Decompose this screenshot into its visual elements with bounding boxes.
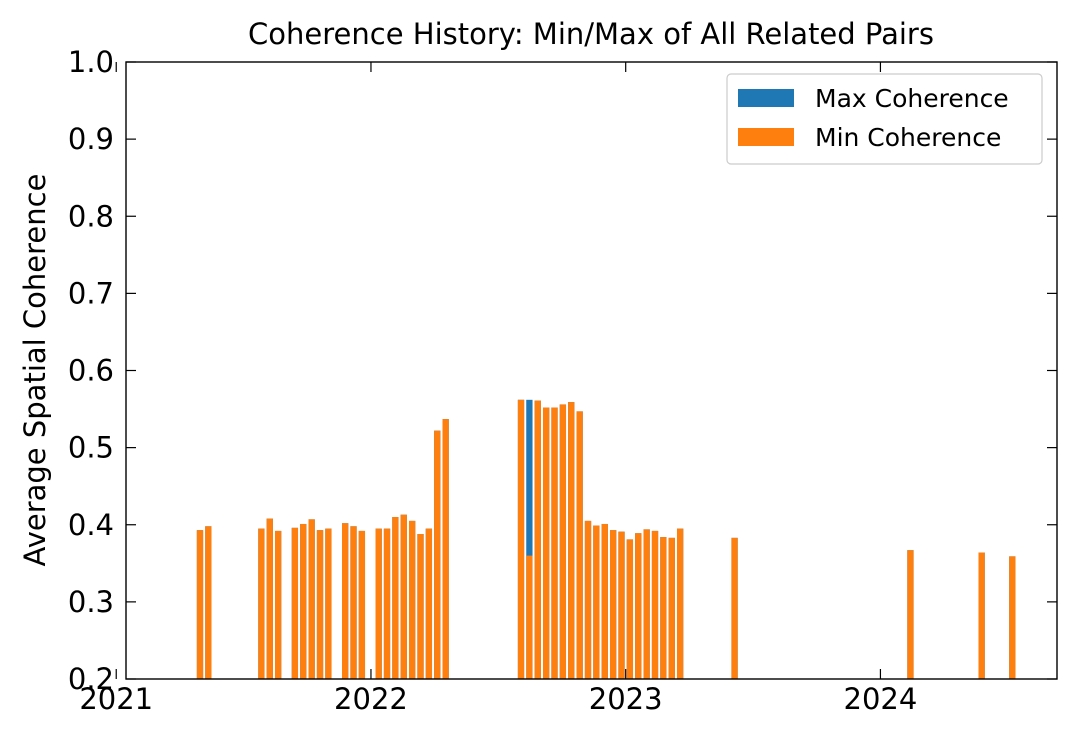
plot-frame [125, 61, 1058, 680]
min-coherence-bar [196, 530, 204, 679]
y-tick-label: 0.2 [68, 662, 114, 696]
min-coherence-bar [618, 531, 625, 679]
min-coherence-bar [258, 528, 265, 679]
y-tick-label: 0.8 [68, 199, 114, 233]
min-coherence-bar [517, 399, 525, 679]
legend-box [726, 73, 1043, 165]
min-coherence-bar [425, 528, 433, 679]
chart-title: Coherence History: Min/Max of All Relate… [248, 17, 934, 51]
y-tick-label: 0.6 [68, 354, 114, 388]
min-coherence-bar [275, 530, 282, 679]
x-tick-label: 2023 [589, 682, 663, 716]
min-coherence-bar [266, 518, 273, 679]
min-coherence-bar [342, 523, 349, 679]
min-coherence-bar [358, 530, 366, 679]
min-coherence-bar [651, 530, 659, 679]
y-tick-label: 0.9 [68, 122, 114, 156]
min-coherence-bar [593, 525, 600, 679]
min-coherence-bar [308, 519, 315, 679]
legend: Max Coherence Min Coherence [726, 73, 1043, 165]
y-tick-label: 0.4 [68, 508, 114, 542]
min-coherence-bar [392, 517, 399, 679]
y-tick-label: 0.3 [68, 585, 114, 619]
min-coherence-bar [676, 528, 684, 679]
legend-label-min: Min Coherence [815, 123, 1001, 152]
ticks-group: 0.2 0.3 0.4 0.5 0.6 0.7 0.8 0.9 1.0 2021 2022 2023 2… [68, 45, 1057, 716]
min-coherence-bar [584, 520, 592, 679]
min-coherence-bar [731, 537, 738, 679]
min-coherence-bar [609, 530, 617, 679]
bars-group [196, 399, 1016, 679]
min-coherence-bar [409, 520, 416, 679]
min-coherence-bar [559, 404, 567, 679]
legend-label-max: Max Coherence [815, 84, 1009, 113]
min-coherence-bar [543, 407, 550, 679]
min-coherence-bar [383, 528, 391, 679]
legend-swatch-min [738, 128, 794, 146]
min-coherence-bar [350, 526, 357, 679]
max-coherence-bar [526, 399, 533, 679]
y-tick-label: 0.7 [68, 276, 114, 310]
min-coherence-bar [635, 533, 642, 679]
min-coherence-bar [626, 539, 634, 679]
y-tick-label: 0.5 [68, 431, 114, 465]
min-coherence-bar [325, 528, 332, 679]
min-coherence-bar [668, 537, 675, 679]
legend-swatch-max [738, 89, 794, 107]
min-coherence-bar [576, 411, 583, 679]
min-coherence-bar [442, 419, 449, 679]
min-coherence-bar [291, 527, 299, 679]
y-axis-label: Average Spatial Coherence [18, 174, 52, 567]
min-coherence-bar [400, 514, 407, 679]
x-tick-label: 2021 [79, 682, 153, 716]
min-coherence-bar [601, 523, 608, 679]
min-coherence-bar [526, 555, 533, 679]
min-coherence-bar [434, 430, 441, 679]
min-coherence-bar [205, 526, 212, 679]
min-coherence-bar [568, 402, 575, 679]
min-coherence-bar [417, 534, 424, 679]
min-coherence-bar [907, 550, 914, 679]
x-tick-label: 2022 [334, 682, 408, 716]
min-coherence-bar [300, 523, 307, 679]
min-coherence-bar [1009, 556, 1016, 679]
min-coherence-bar [660, 537, 667, 679]
min-coherence-bar [643, 529, 650, 679]
y-tick-label: 1.0 [68, 45, 114, 79]
x-tick-label: 2024 [844, 682, 918, 716]
min-coherence-bar [978, 552, 985, 679]
min-coherence-bar [534, 400, 541, 679]
min-coherence-bar [551, 407, 558, 679]
min-coherence-bar [316, 530, 324, 679]
min-coherence-bar [375, 528, 382, 679]
